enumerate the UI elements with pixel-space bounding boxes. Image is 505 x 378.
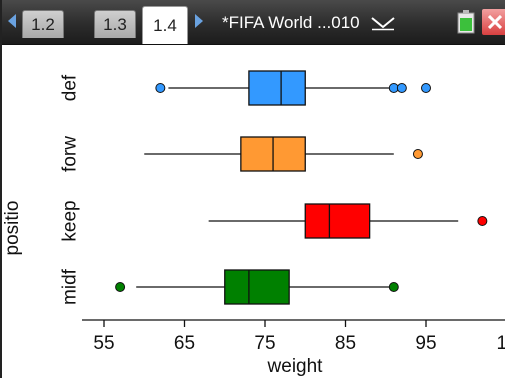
outlier-point	[155, 83, 166, 93]
battery-icon	[457, 10, 475, 34]
outlier-point	[421, 83, 431, 93]
box-iqr	[304, 203, 371, 239]
document-title[interactable]: *FIFA World ...010	[222, 13, 360, 32]
box-iqr	[248, 70, 306, 106]
y-tick-label-keep: keep	[60, 200, 81, 241]
box-forw	[144, 136, 423, 172]
y-tick-label-forw: forw	[60, 136, 81, 172]
box-def	[155, 70, 431, 106]
tab-1-4[interactable]: 1.4	[142, 6, 188, 44]
nav-right-icon[interactable]	[195, 14, 203, 28]
x-tick-label: 10	[497, 333, 505, 354]
box-keep	[208, 203, 488, 239]
x-tick-label: 95	[415, 333, 436, 354]
y-tick-label-def: def	[60, 74, 81, 101]
tab-1-2[interactable]: 1.2	[22, 10, 64, 38]
box-plot: 55 65 75 85 95 10 def forw keep midf weight posi…	[2, 70, 505, 377]
title-bar: 1.2 1.3 1.4 *FIFA World ...010	[2, 0, 505, 45]
box-iqr	[224, 269, 290, 305]
x-tick-label: 85	[335, 333, 356, 354]
x-tick-label: 75	[254, 333, 275, 354]
x-axis-title: weight	[267, 356, 324, 377]
tab-1-3[interactable]: 1.3	[94, 10, 136, 38]
nav-left-icon[interactable]	[8, 14, 16, 28]
outlier-point	[396, 83, 407, 93]
y-axis-title: positio	[2, 201, 23, 256]
outlier-point	[115, 282, 126, 292]
chevron-down-icon[interactable]	[370, 15, 396, 31]
outlier-point	[412, 149, 423, 159]
x-tick-label: 65	[174, 333, 195, 354]
close-icon	[488, 15, 502, 29]
close-button[interactable]	[482, 9, 505, 35]
x-tick-label: 55	[93, 333, 114, 354]
box-midf	[115, 269, 399, 305]
outlier-point	[477, 216, 488, 226]
outlier-point	[388, 282, 399, 292]
y-tick-label-midf: midf	[60, 268, 81, 305]
